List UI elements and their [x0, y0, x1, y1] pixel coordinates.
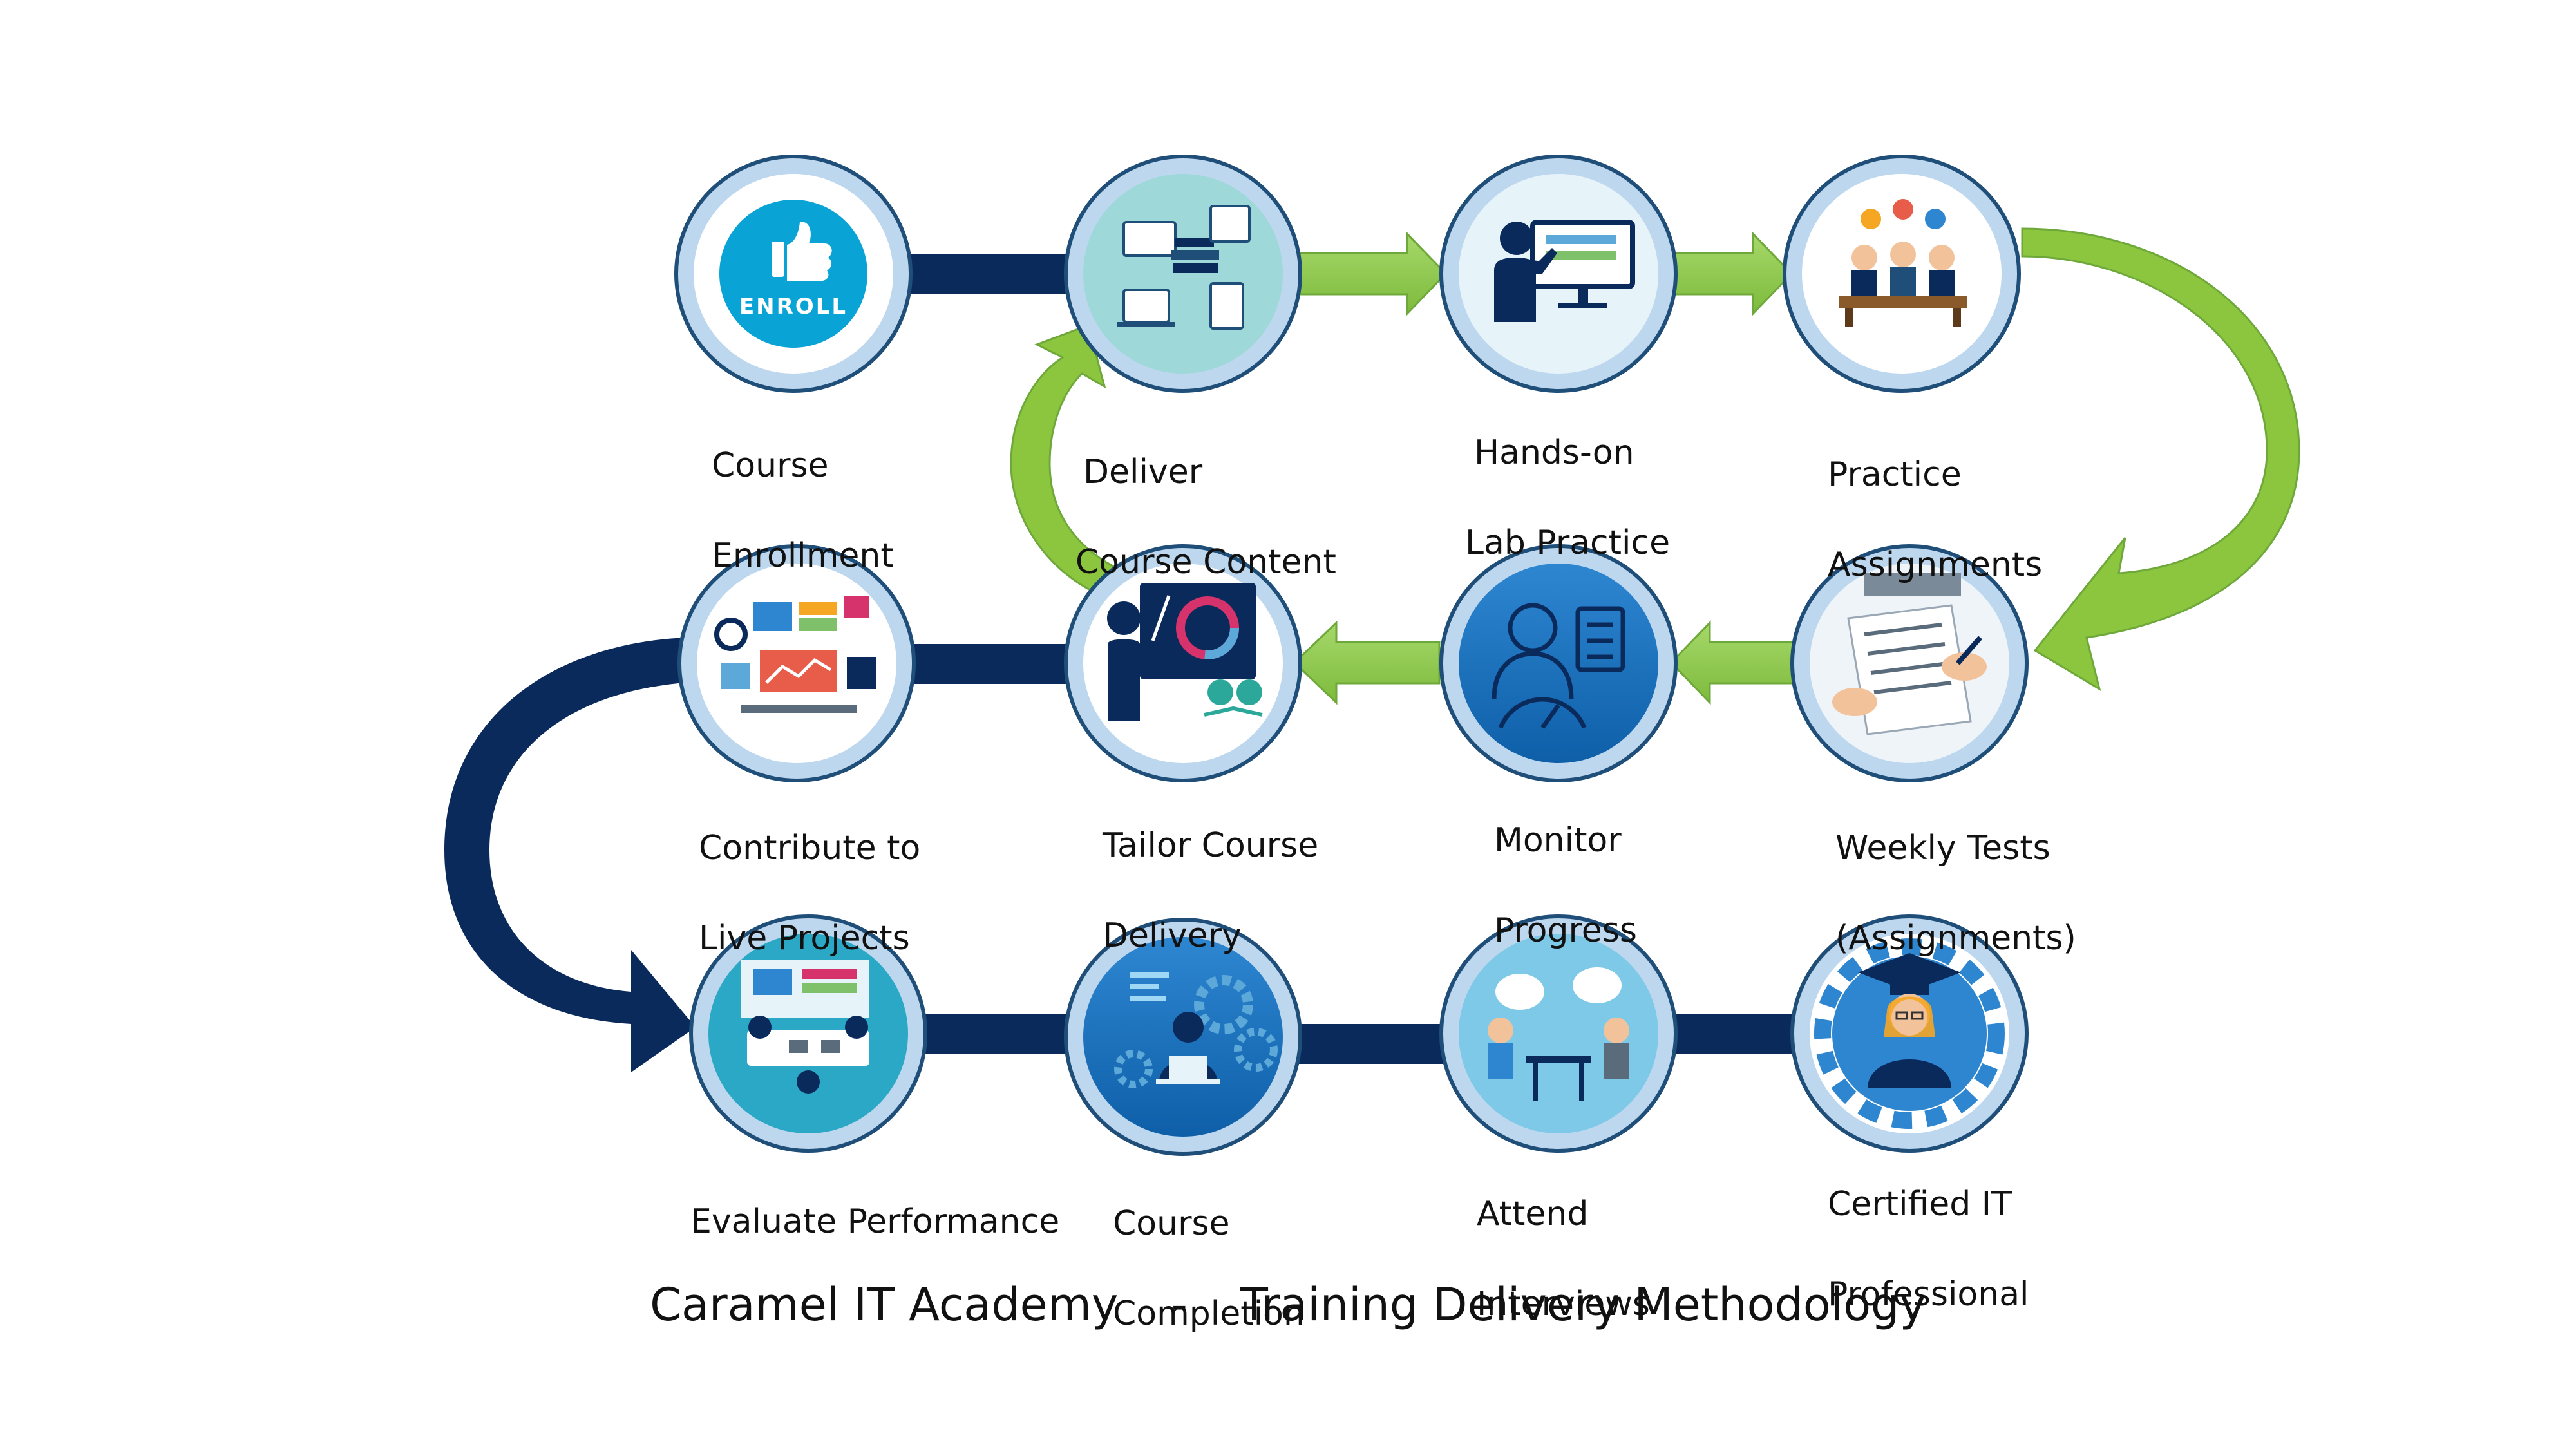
label-certified-it-professional: Certified IT Professional: [1828, 1137, 2029, 1362]
step-tailor-course-delivery: [1064, 544, 1302, 782]
label-monitor-progress: Monitor Progress: [1494, 773, 1637, 998]
label-deliver-course-content: Deliver Course Content: [1075, 404, 1336, 630]
title-org: Caramel IT Academy: [650, 1278, 1119, 1331]
label-contribute-live-projects: Contribute to Live Projects: [699, 781, 920, 1006]
step-course-enrollment: ENROLL: [674, 155, 913, 393]
dashboard-analytics-icon: [714, 596, 876, 713]
step-hands-on-lab-practice: [1439, 155, 1678, 393]
gears-laptop-icon: [1114, 972, 1278, 1088]
step-attend-interviews: [1439, 914, 1678, 1153]
page-title: Caramel IT Academy - Training Delivery M…: [0, 1278, 2576, 1331]
label-line: (Assignments): [1835, 919, 2076, 958]
label-line: Delivery: [1103, 916, 1242, 955]
label-line: Interviews: [1477, 1285, 1650, 1323]
label-course-enrollment: Course Enrollment: [712, 398, 894, 623]
label-line: Monitor: [1494, 821, 1622, 860]
graduate-gear-icon: [1814, 938, 2005, 1129]
step-monitor-progress: [1439, 544, 1678, 782]
title-separator: -: [1171, 1278, 1188, 1331]
books-devices-icon: [1117, 205, 1251, 330]
label-practice-assignments: Practice Assignments: [1828, 407, 2042, 632]
progress-gauge-icon: [1492, 603, 1625, 730]
arrow-projects-to-evaluate: [444, 638, 696, 1072]
label-line: Enrollment: [712, 536, 894, 575]
arrow-deliver-to-lab: [1290, 231, 1448, 316]
enroll-badge-icon: ENROLL: [719, 200, 867, 348]
presenter-monitor-icon: [1494, 220, 1635, 322]
label-line: Tailor Course: [1103, 826, 1319, 865]
label-line: Evaluate Performance: [690, 1202, 1060, 1241]
label-line: Professional: [1828, 1275, 2029, 1314]
thumbs-up-icon: [772, 222, 832, 281]
label-line: Course Content: [1075, 543, 1336, 582]
label-line: Course: [1113, 1204, 1230, 1243]
label-line: Weekly Tests: [1835, 829, 2050, 867]
arrow-tests-to-monitor: [1669, 620, 1795, 705]
label-evaluate-performance: Evaluate Performance: [690, 1154, 1059, 1289]
arrow-lab-to-practice: [1668, 231, 1794, 316]
step-evaluate-performance: [689, 914, 927, 1153]
arrow-monitor-to-tailor: [1293, 620, 1441, 705]
connector-interviews-to-certified: [1662, 1014, 1803, 1054]
step-course-completion: [1064, 918, 1302, 1156]
enroll-badge-text: ENROLL: [739, 294, 848, 319]
step-deliver-course-content: [1064, 155, 1302, 393]
connector-tailor-to-projects: [902, 644, 1075, 684]
label-tailor-course-delivery: Tailor Course Delivery: [1103, 778, 1318, 1003]
connector-completion-to-interviews: [1288, 1024, 1455, 1064]
label-course-completion: Course Completion: [1113, 1156, 1305, 1381]
step-weekly-tests: [1790, 544, 2029, 782]
label-line: Contribute to: [699, 829, 921, 867]
label-line: Live Projects: [699, 919, 910, 958]
step-practice-assignments: [1783, 155, 2021, 393]
team-meeting-icon: [741, 960, 869, 1094]
arrow-practice-to-tests: [2021, 227, 2300, 692]
label-line: Completion: [1113, 1294, 1305, 1333]
label-attend-interviews: Attend Interviews: [1477, 1146, 1650, 1372]
label-line: Assignments: [1828, 545, 2043, 584]
writing-test-icon: [1832, 573, 1987, 735]
step-contribute-live-projects: [677, 544, 916, 782]
label-line: Deliver: [1083, 453, 1203, 491]
label-line: Lab Practice: [1465, 524, 1671, 562]
label-line: Practice: [1828, 455, 1962, 494]
label-line: Attend: [1477, 1195, 1589, 1233]
teacher-board-icon: [1107, 583, 1263, 721]
step-certified-it-professional: [1790, 914, 2029, 1153]
interview-icon: [1488, 967, 1629, 1101]
title-subtitle: Training Delivery Methodology: [1240, 1278, 1926, 1331]
arrow-tailor-to-deliver: [1010, 324, 1116, 594]
label-line: Hands-on: [1474, 433, 1634, 472]
connector-evaluate-to-completion: [914, 1014, 1075, 1054]
connector-enroll-to-deliver: [902, 254, 1075, 294]
label-weekly-tests: Weekly Tests (Assignments): [1835, 781, 2076, 1006]
label-hands-on-lab-practice: Hands-on Lab Practice: [1465, 385, 1670, 611]
label-line: Certified IT: [1828, 1185, 2012, 1224]
label-line: Course: [712, 446, 829, 485]
classroom-icon: [1839, 199, 1967, 327]
label-line: Progress: [1494, 911, 1637, 950]
